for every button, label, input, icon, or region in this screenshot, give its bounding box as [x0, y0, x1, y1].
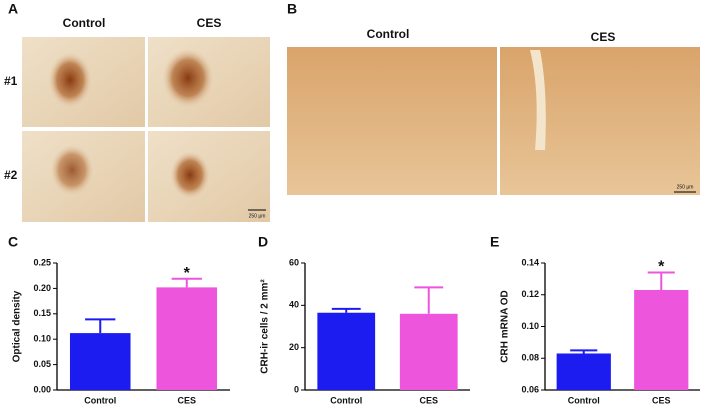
y-tick-label: 0.06 [521, 384, 539, 394]
bar [69, 333, 131, 390]
y-axis-label: CRH-ir cells / 2 mm² [260, 279, 271, 374]
x-tick-label: Control [84, 395, 116, 405]
error-bar [647, 271, 675, 290]
y-tick-label: 0.10 [33, 334, 51, 344]
error-bar [85, 318, 116, 334]
y-tick-label: 0.00 [33, 384, 51, 394]
scale-label: 250 µm [249, 213, 266, 219]
row-label: #1 [4, 74, 18, 88]
y-tick-label: 0.14 [521, 257, 539, 267]
y-tick-label: 0.15 [33, 308, 51, 318]
y-tick-label: 0 [294, 384, 299, 394]
panel-a: A Control CES #1 #2 250 µm [4, 1, 270, 222]
panel-label: C [8, 234, 18, 250]
row-label: #2 [4, 168, 18, 182]
stain [170, 151, 210, 199]
bar [156, 287, 218, 390]
significance: * [658, 259, 665, 276]
stain [162, 48, 214, 108]
scale-label: 250 µm [677, 184, 694, 190]
micrograph [287, 47, 497, 195]
bar [556, 353, 611, 390]
tissue-fold [530, 50, 546, 150]
panel-label: D [258, 234, 268, 250]
y-tick-label: 0.05 [33, 359, 51, 369]
x-tick-label: CES [177, 395, 196, 405]
y-axis-label: Optical density [12, 290, 23, 362]
error-bar [570, 349, 598, 354]
significance: * [184, 265, 191, 282]
y-tick-label: 0.20 [33, 283, 51, 293]
x-tick-label: CES [419, 395, 438, 405]
y-tick-label: 0.12 [521, 289, 539, 299]
panel-b: B Control CES 250 µm [287, 1, 700, 195]
y-tick-label: 20 [289, 342, 299, 352]
micrograph [500, 47, 700, 195]
x-tick-label: Control [330, 395, 362, 405]
column-label: CES [591, 30, 616, 44]
y-tick-label: 40 [289, 300, 299, 310]
panel-label: B [287, 1, 297, 17]
x-tick-label: Control [568, 395, 600, 405]
panel-label: E [490, 234, 499, 250]
y-tick-label: 0.08 [521, 353, 539, 363]
y-tick-label: 60 [289, 257, 299, 267]
bar [399, 313, 458, 390]
y-tick-label: 0.10 [521, 321, 539, 331]
column-label: Control [63, 16, 106, 30]
y-axis-label: CRH mRNA OD [500, 290, 511, 362]
y-tick-label: 0.25 [33, 257, 51, 267]
error-bar [171, 277, 202, 288]
x-tick-label: CES [652, 395, 671, 405]
bar [634, 289, 689, 390]
stain [48, 52, 92, 108]
error-bar [331, 307, 361, 313]
panel-label: A [8, 1, 18, 17]
error-bar [414, 286, 444, 314]
column-label: Control [367, 27, 410, 41]
column-label: CES [197, 16, 222, 30]
bar [317, 312, 376, 390]
stain [50, 144, 94, 196]
